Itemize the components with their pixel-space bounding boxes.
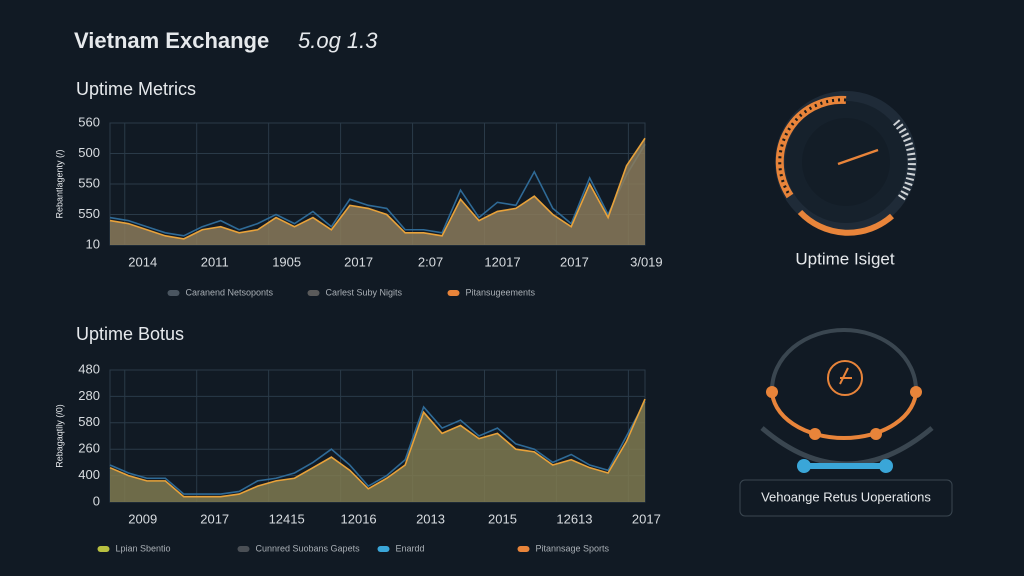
x-tick-label: 2:07 [418, 254, 443, 269]
process-node [766, 386, 778, 398]
process-label: Vehoange Retus Uoperations [761, 489, 931, 504]
y-tick-label: 500 [78, 145, 100, 160]
process-node [797, 459, 811, 473]
x-tick-label: 2017 [200, 511, 229, 526]
process-node [870, 428, 882, 440]
legend-swatch [167, 290, 180, 296]
y-axis-label: Rebagaqtily (/0) [54, 404, 64, 468]
process-label-box [739, 479, 953, 517]
chart-title: Uptime Metrics [76, 79, 196, 99]
y-tick-label: 560 [78, 114, 100, 129]
area [110, 138, 645, 245]
line [109, 143, 646, 237]
process-icon [827, 360, 863, 396]
legend-swatch [307, 290, 320, 296]
line [109, 137, 646, 240]
legend-label: Caranend Netsoponts [186, 287, 274, 297]
legend-label: Lpian Sbentio [116, 543, 171, 553]
x-tick-label: 2017 [560, 254, 589, 269]
y-tick-label: 550 [78, 206, 100, 221]
y-tick-label: 280 [78, 388, 100, 403]
legend-swatch [447, 290, 460, 296]
x-tick-label: 2013 [416, 511, 445, 526]
gauge-ticks [778, 98, 847, 197]
gauge-arc-bottom [797, 209, 894, 236]
x-tick-label: 12017 [484, 254, 520, 269]
x-tick-label: 2017 [344, 254, 373, 269]
area [110, 399, 645, 502]
legend-label: Pitannsage Sports [536, 543, 610, 553]
line [109, 401, 646, 495]
x-tick-label: 12613 [556, 511, 592, 526]
process-arc-top [770, 328, 918, 391]
process-node [879, 459, 893, 473]
x-tick-label: 2011 [201, 254, 229, 269]
x-tick-label: 1905 [272, 254, 301, 269]
process-node [809, 428, 821, 440]
legend-swatch [377, 546, 390, 552]
header-version: 5.og 1.3 [298, 28, 378, 53]
legend-swatch [237, 546, 250, 552]
x-tick-label: 2017 [632, 511, 661, 526]
legend-swatch [97, 546, 110, 552]
gauge-needle [837, 148, 879, 166]
legend-label: Cunnred Suobans Gapets [256, 543, 361, 553]
x-tick-label: 2015 [488, 511, 517, 526]
line [109, 398, 646, 498]
y-axis-label: Rebantlagenty (/) [54, 149, 64, 218]
header-title: Vietnam Exchange [74, 28, 269, 53]
x-tick-label: 2009 [128, 511, 157, 526]
y-tick-label: 10 [86, 236, 100, 251]
y-tick-label: 550 [78, 175, 100, 190]
x-tick-label: 12415 [269, 511, 305, 526]
process-node [910, 386, 922, 398]
legend-label: Pitansugeements [466, 287, 536, 297]
y-tick-label: 400 [78, 467, 100, 482]
process-arc [770, 389, 918, 440]
x-tick-label: 2014 [128, 254, 157, 269]
y-tick-label: 580 [78, 414, 100, 429]
legend-swatch [517, 546, 530, 552]
legend-label: Enardd [396, 543, 425, 553]
x-tick-label: 12016 [341, 511, 377, 526]
y-tick-label: 480 [78, 361, 100, 376]
y-tick-label: 260 [78, 441, 100, 456]
legend-label: Carlest Suby Nigits [326, 287, 403, 297]
gauge-label: Uptime Isiget [795, 249, 894, 268]
chart-title: Uptime Botus [76, 324, 184, 344]
gauge-widget [775, 91, 917, 236]
x-tick-label: 3/019 [630, 254, 663, 269]
y-tick-label: 0 [93, 493, 100, 508]
process-widget [760, 328, 934, 473]
process-icon-glyph [839, 367, 852, 385]
